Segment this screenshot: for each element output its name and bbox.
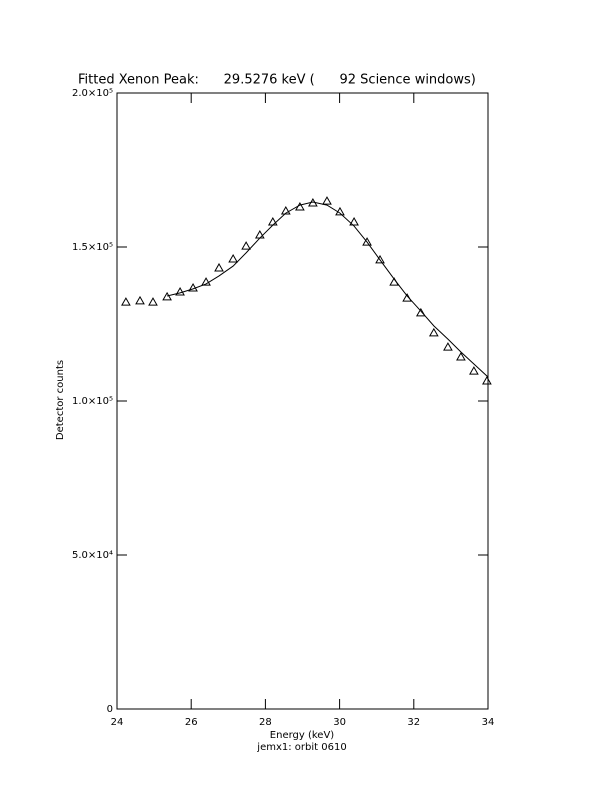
data-point xyxy=(469,366,479,375)
data-point xyxy=(362,237,372,246)
data-point xyxy=(175,286,185,296)
y-tick-label: 1.0×10⁵ xyxy=(72,396,113,407)
data-point xyxy=(415,307,426,317)
y-tick-label: 2.0×10⁵ xyxy=(72,88,113,99)
data-point xyxy=(267,217,278,226)
fit-line xyxy=(166,201,489,378)
data-point xyxy=(148,297,158,306)
data-point xyxy=(443,342,453,351)
x-tick-label: 30 xyxy=(333,717,346,728)
x-tick-label: 32 xyxy=(407,717,420,728)
data-point xyxy=(349,217,359,226)
data-point xyxy=(280,205,291,215)
x-tick-label: 34 xyxy=(482,717,495,728)
y-tick-label: 5.0×10⁴ xyxy=(72,550,113,561)
data-point xyxy=(162,291,172,301)
y-tick-label: 0 xyxy=(107,704,113,715)
data-point xyxy=(254,229,265,239)
data-point xyxy=(428,327,439,337)
data-point xyxy=(188,282,198,292)
data-point xyxy=(482,375,492,385)
x-tick-label: 26 xyxy=(185,717,198,728)
plot-frame xyxy=(116,92,489,710)
data-point xyxy=(375,254,385,264)
data-point xyxy=(456,351,466,361)
y-axis-label: Detector counts xyxy=(55,360,66,440)
x-tick-label: 28 xyxy=(259,717,272,728)
footer: jemx1: orbit 0610 xyxy=(256,742,346,753)
data-point xyxy=(135,295,145,305)
x-axis-label: Energy (keV) xyxy=(270,730,335,741)
data-point xyxy=(322,196,332,205)
data-point xyxy=(241,241,251,250)
data-point xyxy=(201,277,211,286)
x-tick-label: 24 xyxy=(111,717,124,728)
data-point xyxy=(214,262,224,272)
data-point xyxy=(121,297,131,306)
y-tick-label: 1.5×10⁵ xyxy=(72,242,113,253)
data-point xyxy=(228,254,238,263)
chart-title: Fitted Xenon Peak: 29.5276 keV ( 92 Scie… xyxy=(78,73,476,88)
